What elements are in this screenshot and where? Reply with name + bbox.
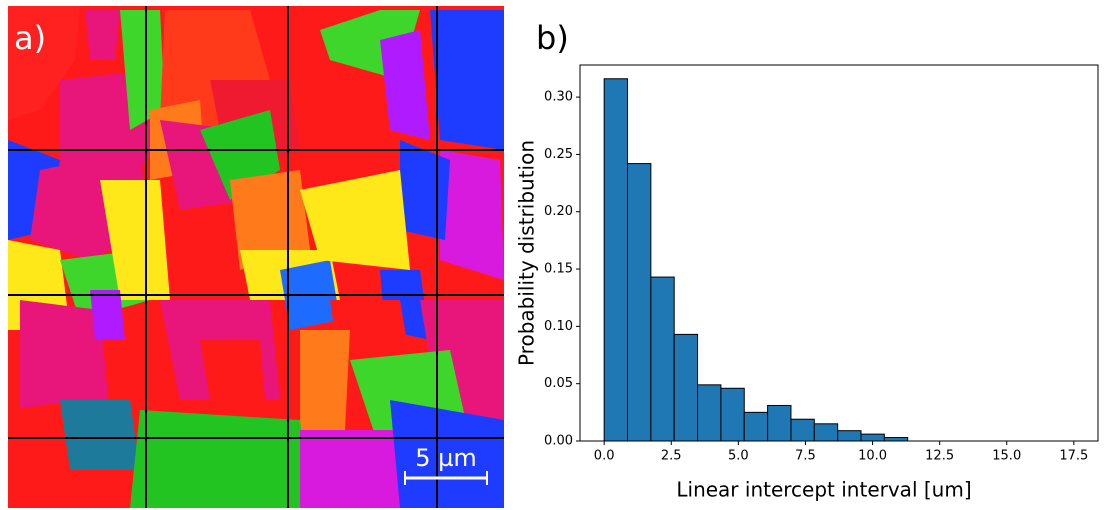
y-axis-title: Probability distribution bbox=[515, 140, 539, 366]
x-tick-label: 12.5 bbox=[925, 449, 954, 464]
y-tick-label: 0.05 bbox=[544, 376, 573, 391]
y-tick-label: 0.20 bbox=[544, 204, 573, 219]
x-tick-label: 7.5 bbox=[795, 449, 816, 464]
y-tick-label: 0.00 bbox=[544, 434, 573, 449]
bar bbox=[720, 387, 745, 442]
y-tick-label: 0.25 bbox=[544, 147, 573, 162]
panel-label: b) bbox=[536, 19, 569, 57]
y-tick-label: 0.30 bbox=[544, 90, 573, 105]
scale-bar-label: 5 µm bbox=[415, 444, 477, 472]
axes-frame bbox=[579, 64, 1099, 442]
bar bbox=[837, 430, 862, 442]
x-tick-label: 17.5 bbox=[1059, 449, 1088, 464]
y-tick-label: 0.15 bbox=[544, 262, 573, 277]
x-tick-label: 15.0 bbox=[992, 449, 1021, 464]
bar bbox=[860, 433, 885, 442]
x-tick-label: 0.0 bbox=[594, 449, 615, 464]
bar bbox=[883, 437, 909, 442]
x-tick-label: 5.0 bbox=[728, 449, 749, 464]
bar bbox=[767, 404, 792, 442]
x-tick-label: 10.0 bbox=[858, 449, 887, 464]
y-tick-label: 0.10 bbox=[544, 319, 573, 334]
bar bbox=[743, 411, 769, 442]
ebsd-map bbox=[8, 6, 504, 508]
bar bbox=[650, 276, 675, 442]
bar bbox=[603, 78, 629, 442]
bar bbox=[697, 384, 722, 442]
panel-label: a) bbox=[14, 19, 46, 57]
bar bbox=[813, 423, 839, 442]
x-axis-title: Linear intercept interval [um] bbox=[676, 478, 971, 502]
bar bbox=[673, 333, 699, 442]
bar bbox=[627, 163, 652, 442]
bar bbox=[790, 418, 815, 442]
x-tick-label: 2.5 bbox=[661, 449, 682, 464]
